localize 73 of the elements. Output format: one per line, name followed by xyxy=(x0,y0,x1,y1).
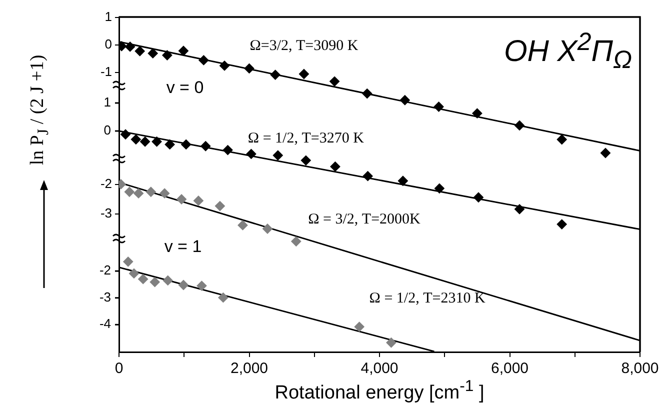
point xyxy=(362,88,372,99)
point xyxy=(125,42,136,52)
point xyxy=(472,108,482,118)
point xyxy=(434,102,444,112)
point xyxy=(386,338,396,348)
point xyxy=(134,188,144,198)
x-tick-label: 4,000 xyxy=(360,360,398,378)
point xyxy=(214,201,225,212)
point xyxy=(362,171,373,182)
y-tick-label: -1 xyxy=(100,64,112,80)
point xyxy=(150,277,160,288)
point xyxy=(181,139,192,150)
point xyxy=(556,219,567,230)
point xyxy=(300,155,311,166)
annotation: v = 0 xyxy=(166,78,204,98)
point xyxy=(244,63,254,74)
point xyxy=(162,50,172,60)
point xyxy=(600,148,610,158)
point xyxy=(196,280,207,291)
point xyxy=(272,150,283,160)
point xyxy=(291,236,302,246)
point xyxy=(400,95,410,106)
y-tick-label: 1 xyxy=(104,9,112,24)
x-axis-title: Rotational energy [cm$^{-1}$ ] xyxy=(274,378,486,404)
annotation: v = 1 xyxy=(164,237,202,257)
point xyxy=(514,120,525,130)
x-tick-label: 8,000 xyxy=(621,360,659,378)
point xyxy=(178,280,188,290)
x-tick-label: 2,000 xyxy=(230,360,268,378)
point xyxy=(246,148,256,159)
point xyxy=(222,145,233,156)
point xyxy=(130,134,141,144)
point xyxy=(138,274,148,284)
point xyxy=(146,186,156,197)
point xyxy=(200,141,211,152)
point xyxy=(330,162,340,172)
point xyxy=(270,70,280,80)
point xyxy=(176,194,187,204)
point xyxy=(330,76,340,86)
y-tick-label: 0 xyxy=(104,36,112,52)
point xyxy=(164,139,175,150)
point xyxy=(134,46,145,56)
series-label: Ω = 3/2, T=2000K xyxy=(308,211,421,228)
point xyxy=(354,322,364,332)
point xyxy=(514,204,525,214)
y-tick-label: -2 xyxy=(100,176,112,192)
series-label: Ω = 1/2, T=3270 K xyxy=(248,130,364,146)
y-tick-label: -3 xyxy=(100,206,112,221)
point xyxy=(556,134,567,144)
point xyxy=(120,129,131,140)
point xyxy=(160,188,170,198)
point xyxy=(123,256,134,267)
point xyxy=(262,224,272,234)
point xyxy=(152,136,162,147)
point xyxy=(238,220,248,230)
point xyxy=(140,136,150,147)
point xyxy=(398,176,408,186)
point xyxy=(198,55,209,66)
series-label: Ω=3/2, T=3090 K xyxy=(250,38,358,54)
point xyxy=(298,68,309,79)
point xyxy=(473,192,484,202)
x-tick-label: 6,000 xyxy=(490,360,529,378)
point xyxy=(178,46,188,56)
y2-tick-label: -4 xyxy=(99,316,111,332)
point xyxy=(124,186,134,197)
point xyxy=(218,292,228,303)
point xyxy=(162,275,173,286)
point xyxy=(193,196,204,206)
point xyxy=(128,268,139,278)
point xyxy=(434,183,444,194)
point xyxy=(220,60,230,71)
text: OH X$^{2}$Π$_{Ω}$ xyxy=(504,28,632,75)
point xyxy=(148,48,158,58)
